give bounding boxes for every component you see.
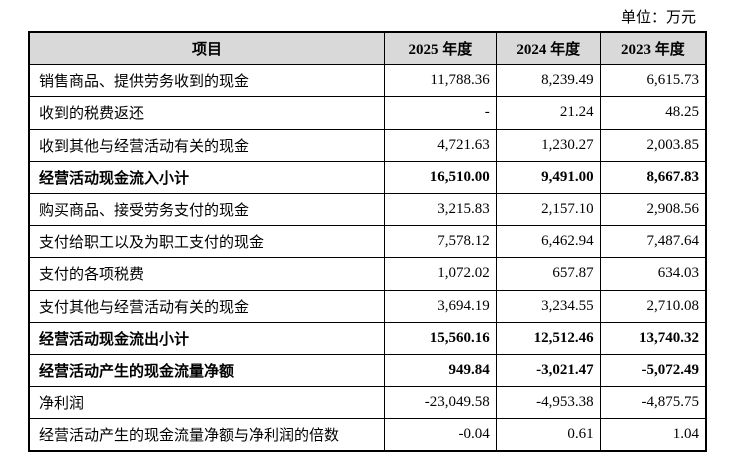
value-cell: 21.24 [495, 96, 601, 130]
table-body: 销售商品、提供劳务收到的现金 11,788.36 8,239.49 6,615.73 收… [28, 64, 707, 452]
table-row: 购买商品、接受劳务支付的现金 3,215.83 2,157.10 2,908.56 [28, 192, 707, 227]
header-row: 项目 2025 年度 2024 年度 2023 年度 [28, 31, 707, 66]
value-cell: 11,788.36 [383, 64, 497, 98]
value-cell: -0.04 [383, 418, 497, 452]
value-cell: -4,875.75 [599, 386, 707, 420]
row-label: 经营活动现金流出小计 [28, 321, 385, 355]
value-cell: 3,234.55 [495, 289, 601, 323]
value-cell: 8,239.49 [495, 64, 601, 98]
value-cell: 4,721.63 [383, 128, 497, 162]
table-row: 支付的各项税费 1,072.02 657.87 634.03 [28, 257, 707, 291]
value-cell: 2,710.08 [599, 289, 707, 323]
header-cell: 2023 年度 [599, 31, 707, 66]
row-label: 购买商品、接受劳务支付的现金 [28, 192, 385, 227]
value-cell: 2,003.85 [599, 128, 707, 162]
value-cell: 3,694.19 [383, 289, 497, 323]
row-label: 经营活动现金流入小计 [28, 160, 385, 194]
value-cell: 634.03 [599, 257, 707, 291]
value-cell: 0.61 [495, 418, 601, 452]
table-row: 经营活动现金流出小计 15,560.16 12,512.46 13,740.32 [28, 321, 707, 355]
row-label: 经营活动产生的现金流量净额与净利润的倍数 [28, 418, 385, 452]
row-label: 销售商品、提供劳务收到的现金 [28, 64, 385, 98]
value-cell: 6,462.94 [495, 225, 601, 259]
row-label: 支付其他与经营活动有关的现金 [28, 289, 385, 323]
value-cell: 9,491.00 [495, 160, 601, 194]
value-cell: 2,157.10 [495, 192, 601, 227]
row-label: 支付给职工以及为职工支付的现金 [28, 225, 385, 259]
value-cell: 16,510.00 [383, 160, 497, 194]
value-cell: 8,667.83 [599, 160, 707, 194]
unit-label: 单位：万元 [620, 10, 696, 26]
value-cell: 2,908.56 [599, 192, 707, 227]
value-cell: 12,512.46 [495, 321, 601, 355]
row-label: 收到的税费返还 [28, 96, 385, 130]
value-cell: 6,615.73 [599, 64, 707, 98]
row-label: 支付的各项税费 [28, 257, 385, 291]
value-cell: 7,578.12 [383, 225, 497, 259]
header-cell: 2024 年度 [495, 31, 601, 66]
value-cell: - [383, 96, 497, 130]
value-cell: -23,049.58 [383, 386, 497, 420]
table-row: 经营活动产生的现金流量净额 949.84 -3,021.47 -5,072.49 [28, 353, 707, 388]
table-row: 净利润 -23,049.58 -4,953.38 -4,875.75 [28, 386, 707, 420]
value-cell: 1.04 [599, 418, 707, 452]
value-cell: 657.87 [495, 257, 601, 291]
header-cell: 项目 [28, 31, 385, 66]
value-cell: 1,230.27 [495, 128, 601, 162]
value-cell: -5,072.49 [599, 353, 707, 388]
value-cell: 15,560.16 [383, 321, 497, 355]
value-cell: 1,072.02 [383, 257, 497, 291]
value-cell: 13,740.32 [599, 321, 707, 355]
header-cell: 2025 年度 [383, 31, 497, 66]
table-row: 经营活动现金流入小计 16,510.00 9,491.00 8,667.83 [28, 160, 707, 194]
row-label: 经营活动产生的现金流量净额 [28, 353, 385, 388]
value-cell: -4,953.38 [495, 386, 601, 420]
cash-flow-table: 项目 2025 年度 2024 年度 2023 年度 销售商品、提供劳务收到的现金 11… [28, 31, 707, 453]
value-cell: 48.25 [599, 96, 707, 130]
table-row: 支付给职工以及为职工支付的现金 7,578.12 6,462.94 7,487.64 [28, 225, 707, 259]
value-cell: 3,215.83 [383, 192, 497, 227]
table-row: 经营活动产生的现金流量净额与净利润的倍数 -0.04 0.61 1.04 [28, 418, 707, 452]
row-label: 收到其他与经营活动有关的现金 [28, 128, 385, 162]
table-row: 收到其他与经营活动有关的现金 4,721.63 1,230.27 2,003.85 [28, 128, 707, 162]
table-row: 收到的税费返还 -21.24 48.25 [28, 96, 707, 130]
row-label: 净利润 [28, 386, 385, 420]
value-cell: 949.84 [383, 353, 497, 388]
table-row: 销售商品、提供劳务收到的现金 11,788.36 8,239.49 6,615.73 [28, 64, 707, 98]
value-cell: -3,021.47 [495, 353, 601, 388]
table-row: 支付其他与经营活动有关的现金 3,694.19 3,234.55 2,710.08 [28, 289, 707, 323]
value-cell: 7,487.64 [599, 225, 707, 259]
